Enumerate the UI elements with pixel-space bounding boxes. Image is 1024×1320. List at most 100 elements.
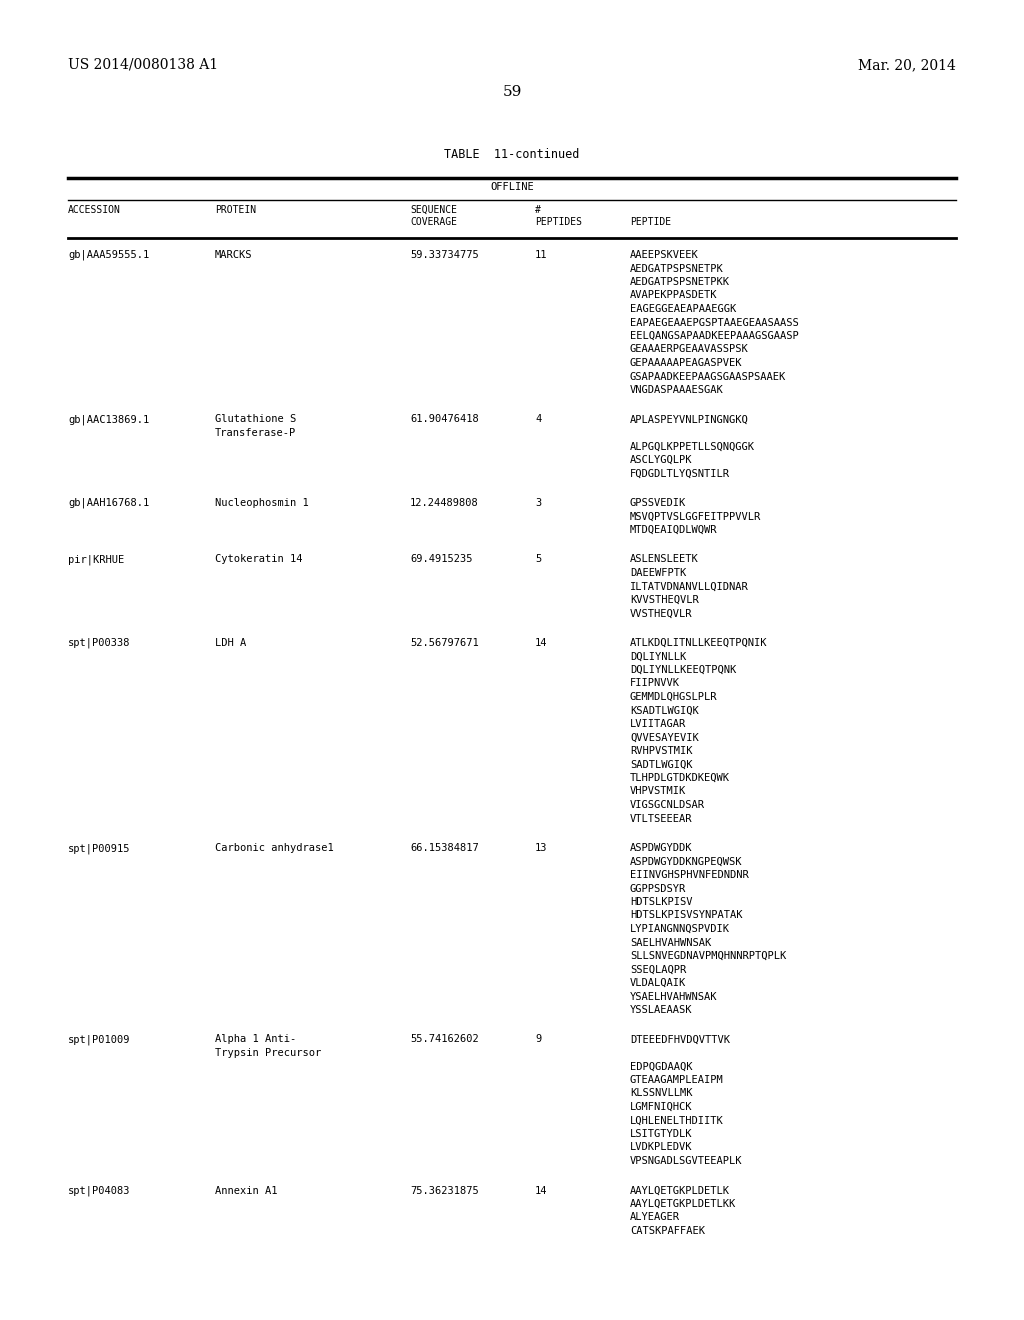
Text: AAEEPSKVEEK: AAEEPSKVEEK	[630, 249, 698, 260]
Text: gb|AAH16768.1: gb|AAH16768.1	[68, 498, 150, 508]
Text: YSAELHVAHWNSAK: YSAELHVAHWNSAK	[630, 991, 718, 1002]
Text: GEMMDLQHGSLPLR: GEMMDLQHGSLPLR	[630, 692, 718, 702]
Text: 66.15384817: 66.15384817	[410, 843, 479, 853]
Text: spt|P00915: spt|P00915	[68, 843, 130, 854]
Text: LSITGTYDLK: LSITGTYDLK	[630, 1129, 692, 1139]
Text: VLDALQAIK: VLDALQAIK	[630, 978, 686, 987]
Text: gb|AAA59555.1: gb|AAA59555.1	[68, 249, 150, 260]
Text: 14: 14	[535, 1185, 548, 1196]
Text: EELQANGSAPAADKEEPAAAGSGAASP: EELQANGSAPAADKEEPAAAGSGAASP	[630, 331, 799, 341]
Text: PROTEIN: PROTEIN	[215, 205, 256, 215]
Text: ALYEAGER: ALYEAGER	[630, 1213, 680, 1222]
Text: VHPVSTMIK: VHPVSTMIK	[630, 787, 686, 796]
Text: 11: 11	[535, 249, 548, 260]
Text: Annexin A1: Annexin A1	[215, 1185, 278, 1196]
Text: AAYLQETGKPLDETLKK: AAYLQETGKPLDETLKK	[630, 1199, 736, 1209]
Text: spt|P01009: spt|P01009	[68, 1035, 130, 1045]
Text: 69.4915235: 69.4915235	[410, 554, 472, 565]
Text: Transferase-P: Transferase-P	[215, 428, 296, 438]
Text: LGMFNIQHCK: LGMFNIQHCK	[630, 1102, 692, 1111]
Text: 9: 9	[535, 1035, 542, 1044]
Text: ATLKDQLITNLLKEEQTPQNIK: ATLKDQLITNLLKEEQTPQNIK	[630, 638, 768, 648]
Text: LVDKPLEDVK: LVDKPLEDVK	[630, 1143, 692, 1152]
Text: QVVESAYEVIK: QVVESAYEVIK	[630, 733, 698, 742]
Text: VNGDASPAAAESGAK: VNGDASPAAAESGAK	[630, 385, 724, 395]
Text: KSADTLWGIQK: KSADTLWGIQK	[630, 705, 698, 715]
Text: spt|P00338: spt|P00338	[68, 638, 130, 648]
Text: AVAPEKPPASDETK: AVAPEKPPASDETK	[630, 290, 718, 301]
Text: PEPTIDES: PEPTIDES	[535, 216, 582, 227]
Text: 75.36231875: 75.36231875	[410, 1185, 479, 1196]
Text: EAGEGGEAEAPAAEGGK: EAGEGGEAEAPAAEGGK	[630, 304, 736, 314]
Text: EAPAEGEAAEPGSPTAAEGEAASAASS: EAPAEGEAAEPGSPTAAEGEAASAASS	[630, 318, 799, 327]
Text: pir|KRHUE: pir|KRHUE	[68, 554, 124, 565]
Text: 59: 59	[503, 84, 521, 99]
Text: ASLENSLEETK: ASLENSLEETK	[630, 554, 698, 565]
Text: COVERAGE: COVERAGE	[410, 216, 457, 227]
Text: MARCKS: MARCKS	[215, 249, 253, 260]
Text: GGPPSDSYR: GGPPSDSYR	[630, 883, 686, 894]
Text: Mar. 20, 2014: Mar. 20, 2014	[858, 58, 956, 73]
Text: GEPAAAAAPEAGASPVEK: GEPAAAAAPEAGASPVEK	[630, 358, 742, 368]
Text: LQHLENELTHDIITK: LQHLENELTHDIITK	[630, 1115, 724, 1126]
Text: APLASPEYVNLPINGNGKQ: APLASPEYVNLPINGNGKQ	[630, 414, 749, 425]
Text: EIINVGHSPHVNFEDNDNR: EIINVGHSPHVNFEDNDNR	[630, 870, 749, 880]
Text: 13: 13	[535, 843, 548, 853]
Text: AEDGATPSPSNETPKK: AEDGATPSPSNETPKK	[630, 277, 730, 286]
Text: gb|AAC13869.1: gb|AAC13869.1	[68, 414, 150, 425]
Text: ASPDWGYDDK: ASPDWGYDDK	[630, 843, 692, 853]
Text: 4: 4	[535, 414, 542, 425]
Text: AEDGATPSPSNETPK: AEDGATPSPSNETPK	[630, 264, 724, 273]
Text: VVSTHEQVLR: VVSTHEQVLR	[630, 609, 692, 619]
Text: HDTSLKPISVSYNPATAK: HDTSLKPISVSYNPATAK	[630, 911, 742, 920]
Text: ASPDWGYDDKNGPEQWSK: ASPDWGYDDKNGPEQWSK	[630, 857, 742, 866]
Text: 61.90476418: 61.90476418	[410, 414, 479, 425]
Text: AAYLQETGKPLDETLK: AAYLQETGKPLDETLK	[630, 1185, 730, 1196]
Text: SSEQLAQPR: SSEQLAQPR	[630, 965, 686, 974]
Text: HDTSLKPISV: HDTSLKPISV	[630, 898, 692, 907]
Text: DAEEWFPTK: DAEEWFPTK	[630, 568, 686, 578]
Text: VPSNGADLSGVTEEAPLK: VPSNGADLSGVTEEAPLK	[630, 1156, 742, 1166]
Text: MSVQPTVSLGGFEITPPVVLR: MSVQPTVSLGGFEITPPVVLR	[630, 511, 761, 521]
Text: GTEAAGAMPLEAIPM: GTEAAGAMPLEAIPM	[630, 1074, 724, 1085]
Text: OFFLINE: OFFLINE	[490, 182, 534, 191]
Text: GSAPAADKEEPAAGSGAASPSAAEK: GSAPAADKEEPAAGSGAASPSAAEK	[630, 371, 786, 381]
Text: CATSKPAFFAEK: CATSKPAFFAEK	[630, 1226, 705, 1236]
Text: Nucleophosmin 1: Nucleophosmin 1	[215, 498, 309, 508]
Text: spt|P04083: spt|P04083	[68, 1185, 130, 1196]
Text: Carbonic anhydrase1: Carbonic anhydrase1	[215, 843, 334, 853]
Text: ACCESSION: ACCESSION	[68, 205, 121, 215]
Text: VIGSGCNLDSAR: VIGSGCNLDSAR	[630, 800, 705, 810]
Text: MTDQEAIQDLWQWR: MTDQEAIQDLWQWR	[630, 525, 718, 535]
Text: VTLTSEEEAR: VTLTSEEEAR	[630, 813, 692, 824]
Text: RVHPVSTMIK: RVHPVSTMIK	[630, 746, 692, 756]
Text: 3: 3	[535, 498, 542, 508]
Text: Cytokeratin 14: Cytokeratin 14	[215, 554, 302, 565]
Text: ILTATVDNANVLLQIDNAR: ILTATVDNANVLLQIDNAR	[630, 582, 749, 591]
Text: DTEEEDFHVDQVTTVK: DTEEEDFHVDQVTTVK	[630, 1035, 730, 1044]
Text: ALPGQLKPPETLLSQNQGGK: ALPGQLKPPETLLSQNQGGK	[630, 441, 755, 451]
Text: 12.24489808: 12.24489808	[410, 498, 479, 508]
Text: LYPIANGNNQSPVDIK: LYPIANGNNQSPVDIK	[630, 924, 730, 935]
Text: KLSSNVLLMK: KLSSNVLLMK	[630, 1089, 692, 1098]
Text: EDPQGDAAQK: EDPQGDAAQK	[630, 1061, 692, 1072]
Text: 52.56797671: 52.56797671	[410, 638, 479, 648]
Text: LDH A: LDH A	[215, 638, 246, 648]
Text: SEQUENCE: SEQUENCE	[410, 205, 457, 215]
Text: 14: 14	[535, 638, 548, 648]
Text: US 2014/0080138 A1: US 2014/0080138 A1	[68, 58, 218, 73]
Text: Alpha 1 Anti-: Alpha 1 Anti-	[215, 1035, 296, 1044]
Text: Glutathione S: Glutathione S	[215, 414, 296, 425]
Text: ASCLYGQLPK: ASCLYGQLPK	[630, 455, 692, 465]
Text: SLLSNVEGDNAVPMQHNNRPTQPLK: SLLSNVEGDNAVPMQHNNRPTQPLK	[630, 950, 786, 961]
Text: GEAAAERPGEAAVASSPSK: GEAAAERPGEAAVASSPSK	[630, 345, 749, 355]
Text: 5: 5	[535, 554, 542, 565]
Text: TLHPDLGTDKDKEQWK: TLHPDLGTDKDKEQWK	[630, 774, 730, 783]
Text: GPSSVEDIK: GPSSVEDIK	[630, 498, 686, 508]
Text: LVIITAGAR: LVIITAGAR	[630, 719, 686, 729]
Text: TABLE  11-continued: TABLE 11-continued	[444, 148, 580, 161]
Text: DQLIYNLLKEEQTPQNK: DQLIYNLLKEEQTPQNK	[630, 665, 736, 675]
Text: 59.33734775: 59.33734775	[410, 249, 479, 260]
Text: PEPTIDE: PEPTIDE	[630, 216, 671, 227]
Text: YSSLAEAASK: YSSLAEAASK	[630, 1005, 692, 1015]
